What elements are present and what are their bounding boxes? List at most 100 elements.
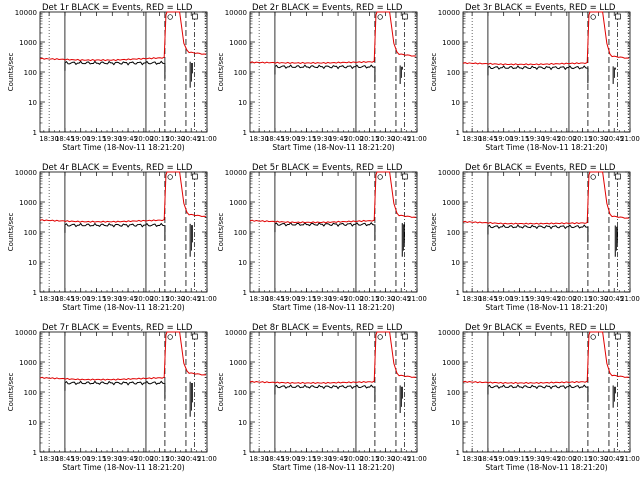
x-tick-label: 20:00 bbox=[344, 295, 364, 303]
flag-circle-marker bbox=[590, 334, 596, 340]
x-tick-label: 19:00 bbox=[71, 295, 91, 303]
x-tick-label: 19:30 bbox=[102, 135, 122, 143]
x-tick-label: 20:45 bbox=[181, 135, 201, 143]
x-tick-label: 19:15 bbox=[510, 455, 530, 463]
x-tick-label: 20:30 bbox=[376, 455, 396, 463]
x-tick-label: 21:00 bbox=[197, 295, 217, 303]
y-tick-label: 100 bbox=[24, 69, 37, 77]
y-tick-label: 1 bbox=[33, 449, 37, 457]
x-tick-label: 20:30 bbox=[376, 135, 396, 143]
panel-title: Det 5r BLACK = Events, RED = LLD bbox=[252, 163, 403, 173]
x-tick-label: 21:00 bbox=[620, 295, 640, 303]
lld-series-line bbox=[39, 11, 206, 62]
panel-title: Det 3r BLACK = Events, RED = LLD bbox=[465, 3, 616, 13]
x-tick-label: 20:45 bbox=[391, 295, 411, 303]
x-tick-label: 19:00 bbox=[281, 295, 301, 303]
lld-series-line bbox=[462, 11, 629, 66]
flag-square-marker bbox=[192, 173, 198, 180]
x-tick-label: 18:45 bbox=[265, 135, 285, 143]
detector-panel-3: Det 3r BLACK = Events, RED = LLD 1 10 100 10… bbox=[430, 3, 640, 152]
y-tick-label: 10 bbox=[28, 259, 37, 267]
x-tick-label: 20:30 bbox=[376, 295, 396, 303]
x-tick-label: 21:00 bbox=[197, 455, 217, 463]
flag-square-marker bbox=[615, 173, 621, 180]
x-tick-label: 20:30 bbox=[166, 295, 186, 303]
lld-series-line bbox=[249, 11, 416, 65]
x-tick-label: 20:30 bbox=[589, 455, 609, 463]
x-tick-label: 19:15 bbox=[87, 455, 107, 463]
flag-circle-marker bbox=[590, 14, 596, 20]
y-axis-label: Counts/sec bbox=[7, 373, 15, 412]
events-series-line bbox=[487, 384, 588, 390]
y-tick-label: 1 bbox=[33, 129, 37, 137]
y-tick-label: 1 bbox=[456, 449, 460, 457]
y-tick-label: 100 bbox=[447, 229, 460, 237]
x-tick-label: 18:30 bbox=[249, 455, 269, 463]
y-tick-label: 1000 bbox=[19, 39, 37, 47]
x-tick-label: 18:45 bbox=[478, 295, 498, 303]
events-series-line bbox=[64, 60, 165, 66]
x-tick-label: 19:00 bbox=[281, 455, 301, 463]
flag-square-marker bbox=[192, 13, 198, 20]
y-tick-label: 100 bbox=[234, 389, 247, 397]
x-tick-label: 19:45 bbox=[541, 135, 561, 143]
y-tick-label: 100 bbox=[234, 69, 247, 77]
y-tick-label: 10000 bbox=[438, 9, 460, 17]
detector-panel-4: Det 4r BLACK = Events, RED = LLD 1 10 100 10… bbox=[7, 163, 217, 312]
y-tick-label: 1 bbox=[456, 129, 460, 137]
x-tick-label: 19:15 bbox=[297, 295, 317, 303]
x-tick-label: 18:30 bbox=[39, 295, 59, 303]
x-tick-label: 19:45 bbox=[541, 455, 561, 463]
x-tick-label: 19:30 bbox=[102, 455, 122, 463]
panel-title: Det 9r BLACK = Events, RED = LLD bbox=[465, 323, 616, 333]
x-axis-label: Start Time (18-Nov-11 18:21:20) bbox=[485, 303, 607, 312]
x-tick-label: 18:45 bbox=[478, 455, 498, 463]
y-tick-label: 10000 bbox=[15, 169, 37, 177]
x-tick-label: 19:45 bbox=[328, 455, 348, 463]
detector-panel-2: Det 2r BLACK = Events, RED = LLD 1 10 100 10… bbox=[217, 3, 427, 152]
events-series-line bbox=[274, 384, 375, 390]
x-tick-label: 18:45 bbox=[55, 135, 75, 143]
x-tick-label: 19:00 bbox=[494, 135, 514, 143]
x-tick-label: 20:15 bbox=[360, 135, 380, 143]
x-tick-label: 20:45 bbox=[391, 135, 411, 143]
lld-series-line bbox=[249, 171, 416, 224]
x-tick-label: 19:15 bbox=[297, 455, 317, 463]
x-tick-label: 18:30 bbox=[249, 295, 269, 303]
lld-series-line bbox=[249, 331, 416, 385]
x-tick-label: 20:00 bbox=[557, 455, 577, 463]
x-tick-label: 20:45 bbox=[391, 455, 411, 463]
x-tick-label: 20:15 bbox=[150, 295, 170, 303]
x-tick-label: 19:15 bbox=[87, 295, 107, 303]
y-tick-label: 10 bbox=[238, 99, 247, 107]
x-tick-label: 19:00 bbox=[494, 295, 514, 303]
x-tick-label: 20:15 bbox=[573, 135, 593, 143]
y-tick-label: 10000 bbox=[225, 329, 247, 337]
x-tick-label: 21:00 bbox=[407, 295, 427, 303]
y-tick-label: 1 bbox=[33, 289, 37, 297]
x-tick-label: 20:30 bbox=[166, 135, 186, 143]
y-tick-label: 1 bbox=[243, 129, 247, 137]
events-series-line bbox=[274, 64, 375, 70]
x-tick-label: 19:30 bbox=[525, 455, 545, 463]
x-tick-label: 18:45 bbox=[265, 295, 285, 303]
x-tick-label: 19:00 bbox=[71, 135, 91, 143]
x-tick-label: 19:15 bbox=[87, 135, 107, 143]
x-axis-label: Start Time (18-Nov-11 18:21:20) bbox=[62, 303, 184, 312]
x-tick-label: 19:45 bbox=[118, 455, 138, 463]
y-tick-label: 10000 bbox=[15, 329, 37, 337]
x-tick-label: 20:45 bbox=[604, 455, 624, 463]
y-tick-label: 1 bbox=[456, 289, 460, 297]
y-tick-label: 1000 bbox=[229, 359, 247, 367]
y-tick-label: 10 bbox=[451, 259, 460, 267]
x-tick-label: 19:30 bbox=[525, 135, 545, 143]
y-tick-label: 100 bbox=[234, 229, 247, 237]
y-tick-label: 10000 bbox=[225, 9, 247, 17]
x-tick-label: 20:00 bbox=[557, 295, 577, 303]
flag-circle-marker bbox=[167, 334, 173, 340]
x-tick-label: 18:45 bbox=[265, 455, 285, 463]
x-tick-label: 20:30 bbox=[166, 455, 186, 463]
x-tick-label: 20:00 bbox=[344, 455, 364, 463]
lld-series-line bbox=[39, 171, 206, 223]
